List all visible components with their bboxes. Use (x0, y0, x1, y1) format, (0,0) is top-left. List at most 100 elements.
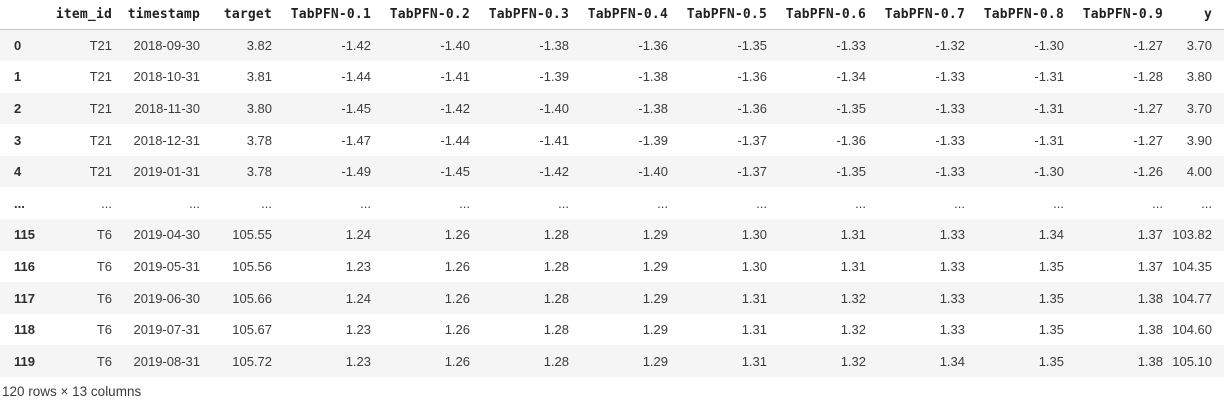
column-header-TabPFN-0.2: TabPFN-0.2 (371, 0, 470, 30)
column-header-TabPFN-0.8: TabPFN-0.8 (965, 0, 1064, 30)
cell-TabPFN-0.5: 1.31 (741, 290, 767, 306)
cell-TabPFN-0.2: -1.40 (440, 38, 470, 54)
cell-TabPFN-0.3: -1.42 (539, 164, 569, 180)
column-header-TabPFN-0.7: TabPFN-0.7 (866, 0, 965, 30)
cell-TabPFN-0.8: -1.30 (1034, 38, 1064, 54)
cell-TabPFN-0.7: 1.33 (939, 290, 965, 306)
table-row: 119 T6 2019-08-31 105.72 1.23 1.26 1.28 1.29 1.3… (0, 345, 1224, 378)
cell-TabPFN-0.6: -1.33 (836, 38, 866, 54)
cell-TabPFN-0.4: -1.39 (638, 132, 668, 148)
table-row: 117 T6 2019-06-30 105.66 1.24 1.26 1.28 1.29 1.3… (0, 282, 1224, 314)
cell-timestamp: 2018-09-30 (133, 38, 201, 54)
cell-timestamp: 2019-04-30 (133, 227, 201, 243)
cell-target: 105.56 (232, 258, 272, 274)
cell-y: 104.60 (1172, 322, 1212, 338)
cell-TabPFN-0.1: 1.23 (345, 258, 371, 274)
cell-TabPFN-0.4: 1.29 (642, 258, 668, 274)
cell-item_id: T21 (89, 38, 112, 54)
column-header-TabPFN-0.4: TabPFN-0.4 (569, 0, 668, 30)
cell-TabPFN-0.7: -1.33 (935, 164, 965, 180)
row-index: 2 (14, 100, 22, 116)
row-index: 4 (14, 164, 22, 180)
cell-item_id: T6 (96, 353, 112, 369)
cell-TabPFN-0.1: ... (360, 195, 371, 211)
cell-TabPFN-0.4: 1.29 (642, 353, 668, 369)
cell-TabPFN-0.8: -1.31 (1034, 100, 1064, 116)
cell-target: 105.55 (232, 227, 272, 243)
row-index: ... (14, 195, 25, 211)
row-index: 0 (14, 38, 22, 54)
dataframe-output: item_id timestamp target TabPFN-0.1 TabPFN-0… (0, 0, 1224, 399)
cell-TabPFN-0.2: -1.45 (440, 164, 470, 180)
cell-timestamp: 2019-07-31 (133, 322, 201, 338)
cell-TabPFN-0.6: -1.35 (836, 164, 866, 180)
cell-TabPFN-0.9: -1.28 (1133, 69, 1163, 85)
table-row: 116 T6 2019-05-31 105.56 1.23 1.26 1.28 1.29 1.3… (0, 251, 1224, 283)
cell-TabPFN-0.7: -1.33 (935, 100, 965, 116)
cell-item_id: T21 (89, 100, 112, 116)
cell-TabPFN-0.6: ... (855, 195, 866, 211)
cell-TabPFN-0.4: 1.29 (642, 290, 668, 306)
cell-y: 104.77 (1172, 290, 1212, 306)
cell-y: 3.70 (1186, 38, 1212, 54)
cell-y: 3.70 (1186, 100, 1212, 116)
cell-item_id: T6 (96, 258, 112, 274)
table-body: 0 T21 2018-09-30 3.82 -1.42 -1.40 -1.38 -1.36 -1… (0, 29, 1224, 378)
cell-TabPFN-0.3: -1.41 (539, 132, 569, 148)
cell-TabPFN-0.3: 1.28 (543, 258, 569, 274)
cell-TabPFN-0.1: -1.47 (341, 132, 371, 148)
cell-item_id: ... (101, 195, 112, 211)
cell-timestamp: 2018-10-31 (133, 69, 201, 85)
cell-item_id: T21 (89, 69, 112, 85)
cell-TabPFN-0.4: -1.38 (638, 100, 668, 116)
cell-TabPFN-0.1: 1.23 (345, 353, 371, 369)
cell-TabPFN-0.5: ... (756, 195, 767, 211)
row-index: 118 (14, 322, 35, 338)
cell-TabPFN-0.3: -1.40 (539, 100, 569, 116)
cell-TabPFN-0.5: -1.36 (737, 69, 767, 85)
row-index: 116 (14, 258, 35, 274)
cell-TabPFN-0.3: 1.28 (543, 322, 569, 338)
cell-item_id: T6 (96, 290, 112, 306)
cell-TabPFN-0.4: 1.29 (642, 322, 668, 338)
dataframe-table: item_id timestamp target TabPFN-0.1 TabPFN-0… (0, 0, 1224, 378)
cell-TabPFN-0.1: -1.44 (341, 69, 371, 85)
cell-TabPFN-0.6: 1.32 (840, 353, 866, 369)
cell-TabPFN-0.4: -1.38 (638, 69, 668, 85)
cell-item_id: T6 (96, 322, 112, 338)
column-header-TabPFN-0.5: TabPFN-0.5 (668, 0, 767, 30)
cell-TabPFN-0.9: 1.37 (1137, 258, 1163, 274)
cell-TabPFN-0.7: 1.34 (939, 353, 965, 369)
cell-y: 3.90 (1186, 132, 1212, 148)
cell-target: ... (261, 195, 272, 211)
cell-TabPFN-0.9: -1.26 (1133, 164, 1163, 180)
index-column-header (0, 0, 40, 30)
cell-timestamp: 2019-05-31 (133, 258, 201, 274)
cell-TabPFN-0.8: 1.35 (1038, 258, 1064, 274)
cell-TabPFN-0.4: ... (657, 195, 668, 211)
cell-TabPFN-0.8: 1.35 (1038, 290, 1064, 306)
cell-TabPFN-0.6: 1.32 (840, 322, 866, 338)
cell-target: 3.78 (246, 164, 272, 180)
cell-TabPFN-0.5: -1.37 (737, 132, 767, 148)
cell-TabPFN-0.7: ... (954, 195, 965, 211)
cell-TabPFN-0.6: -1.34 (836, 69, 866, 85)
row-index: 119 (14, 353, 35, 369)
cell-TabPFN-0.5: 1.31 (741, 322, 767, 338)
cell-TabPFN-0.5: -1.37 (737, 164, 767, 180)
cell-TabPFN-0.5: 1.30 (741, 227, 767, 243)
cell-y: 3.80 (1186, 69, 1212, 85)
table-shape-summary: 120 rows × 13 columns (2, 384, 142, 400)
cell-TabPFN-0.3: -1.39 (539, 69, 569, 85)
cell-item_id: T6 (96, 227, 112, 243)
cell-TabPFN-0.7: -1.33 (935, 132, 965, 148)
cell-target: 3.80 (246, 100, 272, 116)
cell-TabPFN-0.9: ... (1152, 195, 1163, 211)
cell-TabPFN-0.1: 1.23 (345, 322, 371, 338)
cell-TabPFN-0.6: 1.32 (840, 290, 866, 306)
cell-item_id: T21 (89, 132, 112, 148)
cell-timestamp: 2018-11-30 (134, 100, 200, 116)
column-header-target: target (200, 0, 272, 30)
cell-timestamp: 2019-08-31 (133, 353, 201, 369)
cell-TabPFN-0.1: -1.45 (341, 100, 371, 116)
